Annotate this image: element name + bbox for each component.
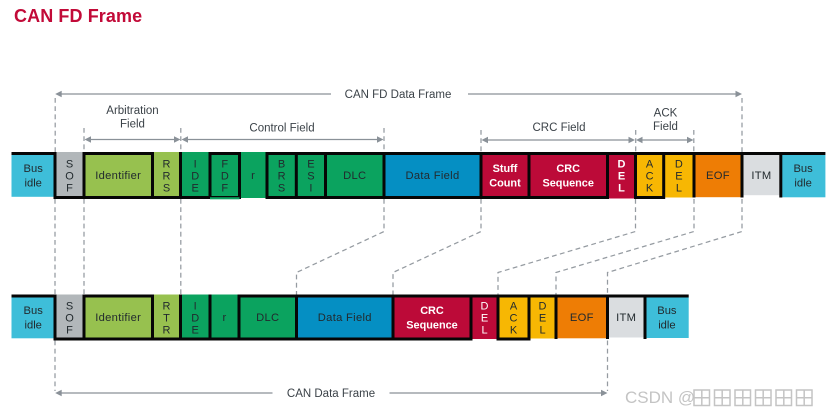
- svg-text:r: r: [222, 312, 226, 324]
- svg-text:Field: Field: [653, 121, 678, 133]
- svg-text:Bus: Bus: [657, 305, 677, 317]
- svg-text:FDF: FDF: [221, 159, 229, 195]
- svg-text:Bus: Bus: [24, 163, 44, 175]
- svg-text:EOF: EOF: [570, 312, 594, 324]
- svg-text:ACK: ACK: [510, 301, 518, 337]
- svg-text:idle: idle: [24, 178, 41, 190]
- svg-text:Bus: Bus: [24, 305, 44, 317]
- svg-text:Field: Field: [120, 119, 145, 131]
- svg-text:ITM: ITM: [616, 312, 636, 324]
- svg-text:idle: idle: [24, 320, 41, 332]
- svg-text:IDE: IDE: [191, 301, 199, 337]
- svg-text:RRS: RRS: [163, 159, 171, 195]
- svg-text:ITM: ITM: [751, 170, 771, 182]
- svg-text:CAN FD Data Frame: CAN FD Data Frame: [345, 89, 452, 101]
- svg-text:ACK: ACK: [654, 108, 678, 120]
- svg-text:CSDN @: CSDN @: [625, 388, 695, 407]
- svg-text:idle: idle: [794, 178, 811, 190]
- svg-text:idle: idle: [658, 320, 675, 332]
- svg-text:IDE: IDE: [191, 159, 199, 195]
- svg-text:Stuff: Stuff: [493, 163, 518, 175]
- svg-text:SOF: SOF: [65, 159, 74, 195]
- svg-text:Arbitration: Arbitration: [106, 105, 158, 117]
- svg-text:Data Field: Data Field: [318, 312, 372, 324]
- svg-text:Data Field: Data Field: [406, 170, 460, 182]
- svg-text:SOF: SOF: [65, 301, 74, 337]
- svg-text:Identifier: Identifier: [95, 312, 141, 324]
- svg-text:DLC: DLC: [256, 312, 279, 324]
- svg-text:CAN FD Frame: CAN FD Frame: [14, 6, 142, 26]
- svg-text:ESI: ESI: [307, 159, 314, 195]
- svg-text:DEL: DEL: [539, 301, 547, 337]
- svg-text:EOF: EOF: [706, 170, 730, 182]
- svg-text:RTR: RTR: [163, 301, 171, 337]
- svg-text:Count: Count: [489, 178, 521, 190]
- svg-text:DLC: DLC: [343, 170, 366, 182]
- svg-text:Identifier: Identifier: [95, 170, 141, 182]
- svg-text:Control Field: Control Field: [249, 123, 314, 135]
- svg-text:DEL: DEL: [675, 159, 683, 195]
- svg-text:r: r: [251, 170, 255, 182]
- svg-text:DEL: DEL: [481, 301, 489, 337]
- svg-text:BRS: BRS: [278, 159, 286, 195]
- svg-text:Sequence: Sequence: [406, 320, 457, 332]
- svg-text:CRC Field: CRC Field: [532, 122, 585, 134]
- svg-text:DEL: DEL: [618, 159, 626, 195]
- svg-text:CRC: CRC: [556, 163, 580, 175]
- svg-text:CRC: CRC: [420, 305, 444, 317]
- svg-text:ACK: ACK: [646, 159, 654, 195]
- svg-text:Bus: Bus: [793, 163, 813, 175]
- svg-text:CAN Data Frame: CAN Data Frame: [287, 388, 375, 400]
- svg-text:Sequence: Sequence: [542, 178, 593, 190]
